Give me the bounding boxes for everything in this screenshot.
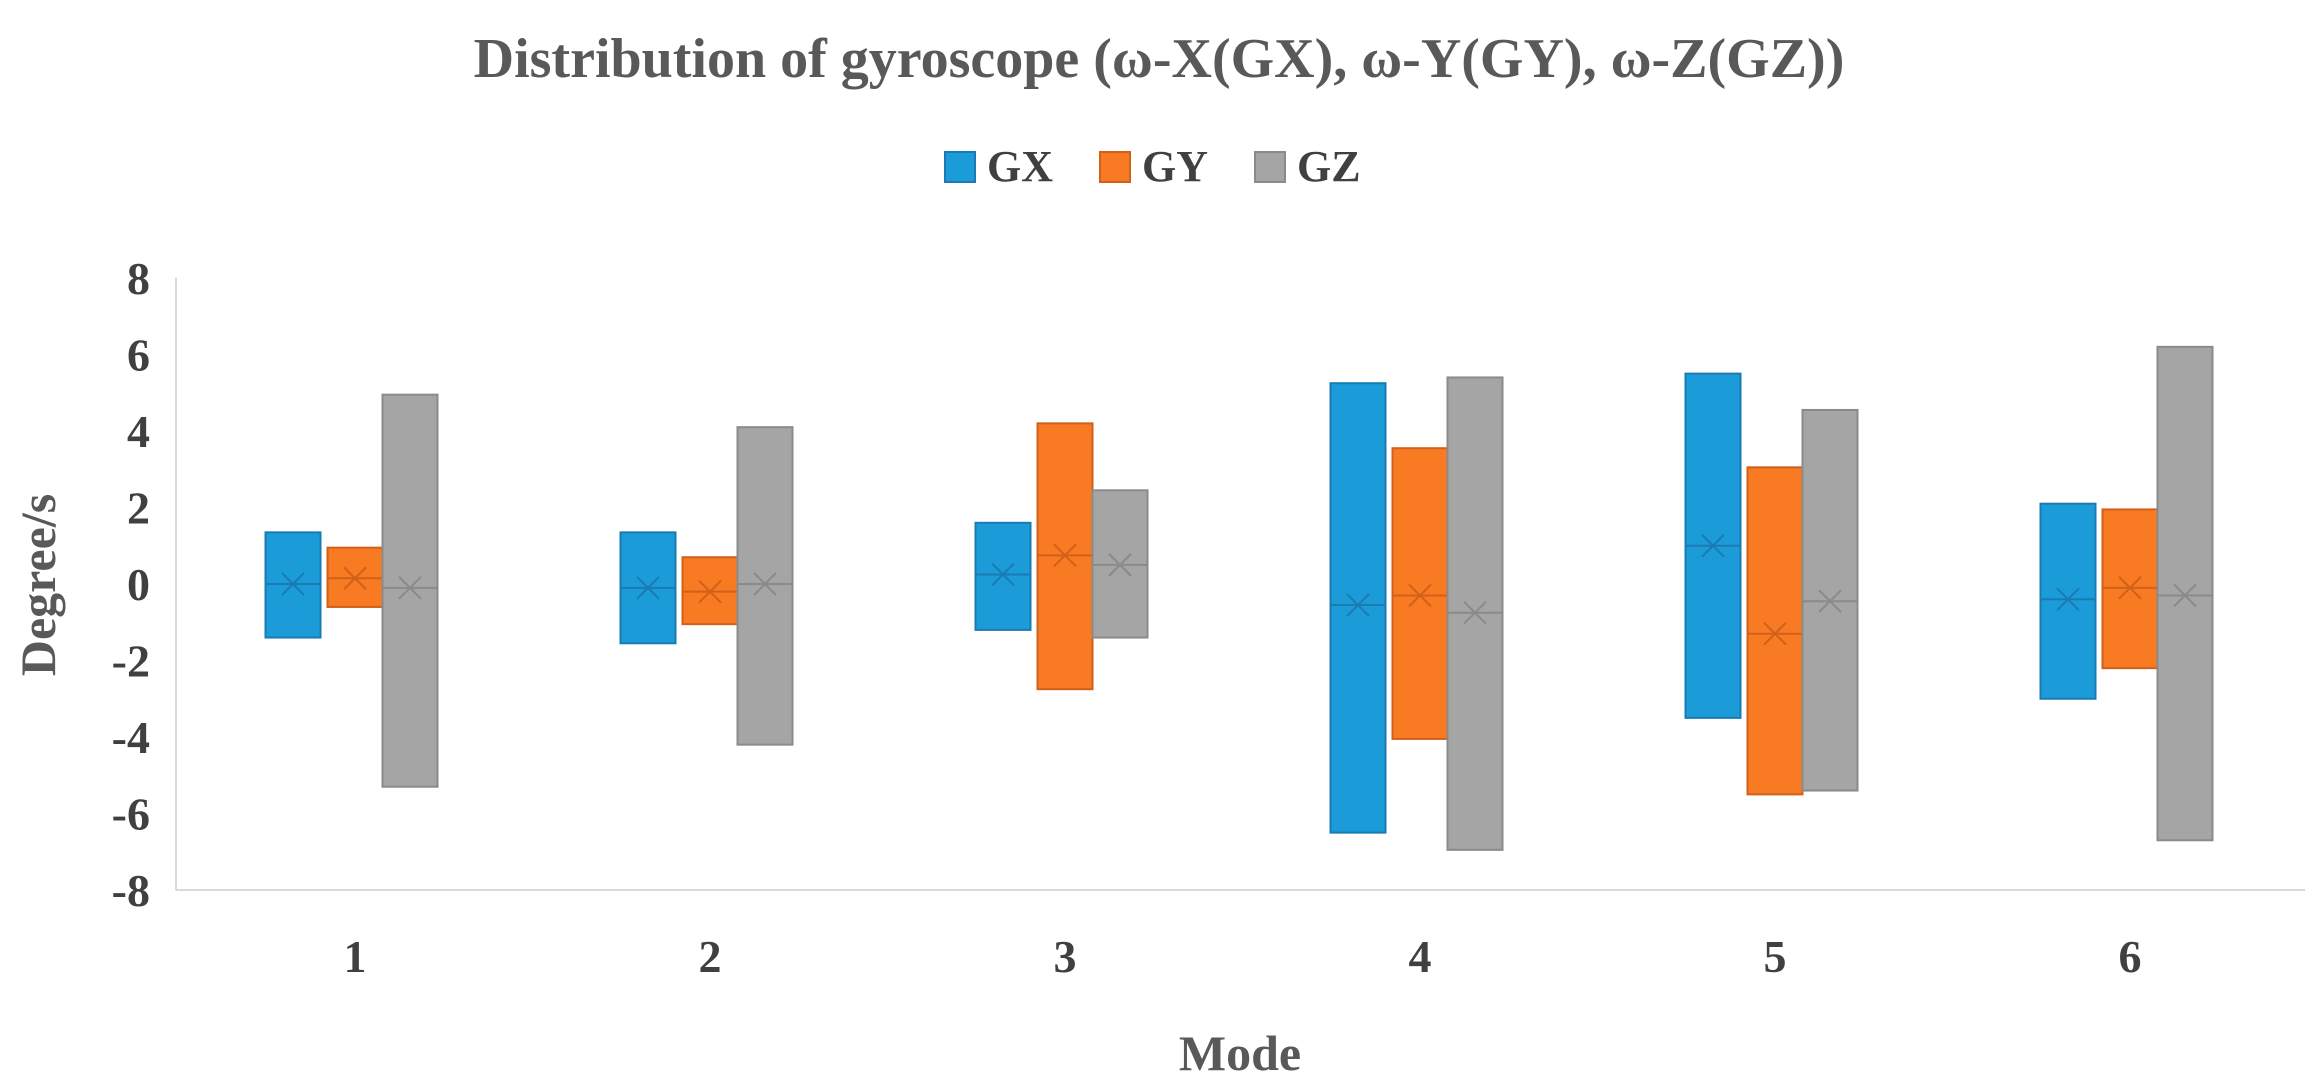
- mean-marker-gx-mode-4: [1346, 593, 1370, 617]
- mean-marker-gx-mode-2: [636, 576, 660, 600]
- mean-marker-gz-mode-3: [1108, 553, 1132, 577]
- box-gx-mode-4: [1329, 382, 1387, 834]
- mean-marker-stroke: [1053, 543, 1077, 568]
- chart-title: Distribution of gyroscope (ω-X(GX), ω-Y(…: [474, 28, 1845, 90]
- mean-marker-gz-mode-5: [1818, 589, 1842, 613]
- mean-marker-stroke: [343, 566, 367, 590]
- mean-marker-gx-mode-5: [1701, 534, 1725, 558]
- mean-marker-stroke: [1818, 589, 1842, 613]
- box-gz-mode-2: [736, 426, 794, 746]
- box-gz-mode-6: [2156, 345, 2214, 842]
- mean-marker-stroke: [1408, 583, 1432, 608]
- y-tick-label: 8: [127, 253, 150, 304]
- boxes: [264, 345, 2214, 851]
- mean-marker-stroke: [1763, 622, 1787, 646]
- mean-marker-stroke: [698, 579, 722, 604]
- mean-marker-gz-mode-1: [398, 576, 422, 600]
- y-tick-label: 2: [127, 483, 150, 534]
- box-gy-mode-4: [1391, 447, 1449, 740]
- y-axis-title: Degree/s: [10, 494, 66, 676]
- mean-marker-gz-mode-2: [753, 572, 777, 596]
- legend: GX GY GZ: [944, 142, 1361, 191]
- x-tick-label: 5: [1764, 931, 1787, 982]
- mean-marker-stroke: [1346, 593, 1370, 617]
- axes: [175, 278, 2305, 891]
- mean-marker-stroke: [281, 572, 305, 596]
- x-axis-title: Mode: [1179, 1025, 1301, 1081]
- mean-marker-gy-mode-5: [1763, 622, 1787, 646]
- x-tick-labels: 1 2 3 4 5 6: [344, 931, 2142, 982]
- legend-swatch-gy: [1099, 151, 1131, 183]
- mean-marker-gx-mode-6: [2056, 587, 2080, 612]
- mean-marker-stroke: [1463, 600, 1487, 625]
- mean-marker-gz-mode-6: [2173, 583, 2197, 608]
- legend-label-gz: GZ: [1297, 142, 1361, 191]
- x-tick-label: 4: [1409, 931, 1432, 982]
- mean-marker-gy-mode-3: [1053, 543, 1077, 568]
- x-tick-label: 2: [699, 931, 722, 982]
- mean-marker-stroke: [398, 576, 422, 600]
- y-tick-label: -4: [112, 712, 150, 763]
- y-tick-label: 0: [127, 559, 150, 610]
- x-tick-label: 1: [344, 931, 367, 982]
- mean-marker-stroke: [2173, 583, 2197, 608]
- mean-marker-stroke: [2056, 587, 2080, 612]
- y-tick-label: 6: [127, 330, 150, 381]
- mean-marker-stroke: [2118, 576, 2142, 600]
- legend-swatch-gx: [944, 151, 976, 183]
- mean-marker-gx-mode-1: [281, 572, 305, 596]
- y-tick-label: -8: [112, 865, 150, 916]
- box-gx-mode-3: [974, 521, 1032, 631]
- box-gx-mode-6: [2039, 502, 2097, 700]
- mean-marker-stroke: [1701, 534, 1725, 558]
- mean-marker-gy-mode-2: [698, 579, 722, 604]
- y-tick-label: -2: [112, 636, 150, 687]
- legend-swatch-gz: [1254, 151, 1286, 183]
- x-tick-label: 6: [2119, 931, 2142, 982]
- box-gz-mode-1: [381, 393, 439, 788]
- box-gy-mode-5: [1746, 466, 1804, 796]
- mean-marker-stroke: [991, 562, 1015, 587]
- legend-label-gx: GX: [987, 142, 1053, 191]
- y-tick-labels: 8 6 4 2 0 -2 -4 -6 -8: [112, 253, 150, 916]
- x-tick-label: 3: [1054, 931, 1077, 982]
- mean-marker-stroke: [1108, 553, 1132, 577]
- mean-marker-gz-mode-4: [1463, 600, 1487, 625]
- mean-marker-gy-mode-1: [343, 566, 367, 590]
- y-tick-label: 4: [127, 406, 150, 457]
- mean-marker-stroke: [753, 572, 777, 596]
- mean-marker-gy-mode-4: [1408, 583, 1432, 608]
- mean-marker-gy-mode-6: [2118, 576, 2142, 600]
- legend-label-gy: GY: [1142, 142, 1208, 191]
- mean-marker-stroke: [636, 576, 660, 600]
- y-tick-label: -6: [112, 789, 150, 840]
- mean-marker-gx-mode-3: [991, 562, 1015, 587]
